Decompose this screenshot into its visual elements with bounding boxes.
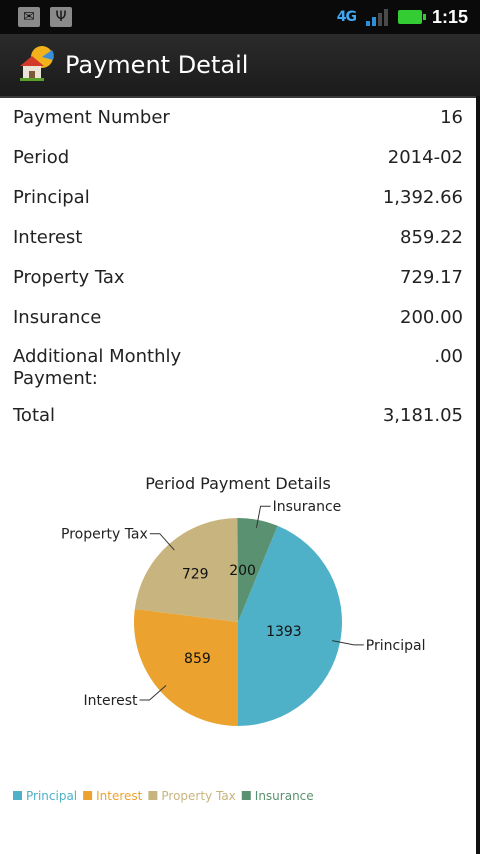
detail-label: Period: [13, 147, 70, 168]
detail-value: 3,181.05: [382, 405, 463, 426]
detail-value: 2014-02: [387, 147, 463, 168]
scroll-edge: [476, 96, 480, 854]
pie-slice-insurance: [237, 517, 278, 622]
pie-slice-property-tax: [134, 518, 238, 622]
clock: 1:15: [431, 6, 468, 27]
chart-title: Period Payment Details: [145, 474, 331, 493]
detail-value: 16: [440, 107, 463, 128]
detail-value: .00: [434, 346, 463, 367]
detail-value: 200.00: [400, 307, 463, 328]
detail-value: 729.17: [400, 267, 463, 288]
slice-value-label: 729: [182, 567, 209, 583]
detail-row-property-tax: Property Tax 729.17: [0, 258, 476, 298]
detail-row-additional-payment: Additional Monthly Payment: .00: [0, 338, 476, 398]
slice-name-label-interest: Interest: [84, 693, 138, 709]
detail-row-period: Period 2014-02: [0, 138, 476, 178]
slice-name-label-insurance: Insurance: [273, 499, 342, 515]
leader-line-property-tax: [149, 533, 175, 551]
pie-chart-svg: Period Payment Details 1393 859 729 200 Prin…: [13, 474, 426, 803]
leader-line-principal: [332, 640, 364, 646]
slice-value-label: 1393: [266, 624, 302, 640]
legend-swatch-insurance: [241, 791, 251, 800]
legend-item-property-tax: Property Tax: [161, 789, 235, 803]
detail-label: Payment Number: [13, 107, 170, 128]
detail-label: Insurance: [13, 307, 102, 328]
app-house-icon[interactable]: [16, 44, 56, 84]
detail-value: 859.22: [400, 227, 463, 248]
legend-swatch-interest: [83, 791, 93, 800]
gmail-icon: ✉: [18, 7, 40, 27]
payment-detail-list: Payment Number 16 Period 2014-02 Princip…: [0, 98, 476, 438]
detail-row-total: Total 3,181.05: [0, 398, 476, 438]
slice-name-label-principal: Principal: [366, 638, 426, 654]
detail-label: Interest: [13, 227, 83, 248]
detail-label: Principal: [13, 187, 90, 208]
payment-pie-chart: Period Payment Details 1393 859 729 200 Prin…: [0, 462, 476, 822]
legend-item-insurance: Insurance: [255, 789, 314, 803]
detail-label: Property Tax: [13, 267, 125, 288]
pie-slice-interest: [133, 608, 238, 726]
detail-row-principal: Principal 1,392.66: [0, 178, 476, 218]
leader-line-interest: [139, 685, 167, 701]
slice-name-label-property-tax: Property Tax: [61, 527, 148, 543]
detail-label: Total: [13, 405, 56, 426]
detail-row-insurance: Insurance 200.00: [0, 298, 476, 338]
legend-item-principal: Principal: [26, 789, 77, 803]
usb-icon: Ψ: [50, 7, 72, 27]
detail-row-interest: Interest 859.22: [0, 218, 476, 258]
detail-value: 1,392.66: [382, 187, 463, 208]
network-type: 4G: [336, 9, 357, 25]
status-bar: ✉ Ψ 4G 1:15: [0, 0, 480, 34]
signal-icon: [365, 8, 388, 26]
legend-swatch-principal: [13, 791, 22, 800]
legend-swatch-property-tax: [148, 791, 158, 800]
pie-slice-principal: [238, 525, 343, 726]
slice-value-label: 200: [229, 563, 256, 579]
battery-icon: [397, 10, 426, 24]
leader-line-insurance: [255, 505, 271, 528]
detail-label: Additional Monthly Payment:: [13, 346, 182, 389]
action-bar: Payment Detail: [0, 34, 480, 98]
legend-item-interest: Interest: [96, 789, 143, 803]
page-title: Payment Detail: [65, 51, 249, 79]
slice-value-label: 859: [184, 651, 211, 667]
detail-row-payment-number: Payment Number 16: [0, 98, 476, 138]
